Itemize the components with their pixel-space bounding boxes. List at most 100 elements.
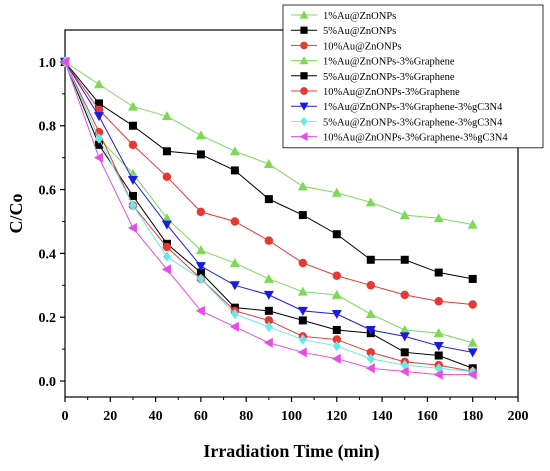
legend-entry: 1%Au@ZnONPs-3%Graphene bbox=[291, 56, 455, 68]
legend-marker bbox=[300, 72, 308, 80]
data-point bbox=[127, 175, 138, 185]
data-point bbox=[196, 273, 205, 285]
data-point bbox=[229, 281, 240, 291]
legend-label: 10%Au@ZnONPs-3%Graphene bbox=[323, 87, 460, 98]
data-point bbox=[434, 351, 443, 360]
legend-marker bbox=[299, 10, 309, 19]
legend-label: 10%Au@ZnONPs-3%Graphene-3%gC3N4 bbox=[323, 133, 508, 144]
data-point bbox=[298, 258, 308, 268]
x-tick-label: 140 bbox=[372, 409, 393, 424]
data-point bbox=[331, 353, 341, 364]
legend-marker bbox=[300, 26, 308, 34]
data-point bbox=[433, 328, 444, 338]
data-point bbox=[399, 332, 410, 342]
x-tick-label: 80 bbox=[239, 409, 253, 424]
data-point bbox=[162, 147, 171, 156]
data-point bbox=[128, 140, 138, 150]
data-point bbox=[263, 290, 274, 300]
data-point bbox=[195, 130, 206, 140]
x-tick-label: 40 bbox=[149, 409, 163, 424]
data-point bbox=[467, 369, 477, 380]
data-point bbox=[94, 140, 103, 149]
y-tick-label: 1.0 bbox=[39, 56, 57, 71]
data-point bbox=[468, 300, 477, 309]
data-point bbox=[467, 337, 478, 347]
data-point bbox=[128, 191, 137, 200]
x-axis: 0 20 40 60 80 100 120 140 160 180 200 bbox=[62, 397, 529, 424]
series-1 bbox=[60, 56, 478, 229]
data-point bbox=[195, 262, 206, 272]
data-point bbox=[332, 230, 341, 239]
data-point bbox=[264, 306, 273, 315]
x-tick-label: 120 bbox=[326, 409, 347, 424]
data-point bbox=[162, 242, 172, 252]
data-point bbox=[94, 133, 103, 144]
data-point bbox=[467, 348, 478, 358]
data-point bbox=[161, 220, 172, 230]
data-point bbox=[400, 290, 409, 300]
x-axis-title: Irradiation Time (min) bbox=[203, 441, 379, 462]
legend-marker bbox=[300, 116, 308, 127]
data-point bbox=[332, 335, 342, 344]
legend-marker bbox=[299, 102, 309, 111]
data-point bbox=[229, 321, 239, 332]
x-tick-label: 180 bbox=[462, 409, 483, 424]
data-point bbox=[366, 348, 376, 357]
data-point bbox=[297, 306, 308, 316]
data-point bbox=[263, 273, 274, 283]
legend-label: 1%Au@ZnONPs bbox=[323, 11, 396, 22]
legend-entry: 10%Au@ZnONPs-3%Graphene bbox=[291, 87, 460, 98]
x-tick-label: 200 bbox=[508, 409, 529, 424]
y-tick-label: 0.4 bbox=[39, 247, 57, 262]
data-point bbox=[263, 337, 273, 348]
data-point bbox=[365, 363, 375, 374]
legend-entry: 10%Au@ZnONPs-3%Graphene-3%gC3N4 bbox=[291, 132, 508, 144]
legend-label: 5%Au@ZnONPs bbox=[323, 26, 396, 37]
data-point bbox=[162, 251, 171, 262]
data-point bbox=[93, 112, 104, 122]
legend-label: 1%Au@ZnONPs-3%Graphene bbox=[323, 57, 455, 68]
legend-marker bbox=[299, 56, 309, 65]
legend-label: 5%Au@ZnONPs-3%Graphene-3%gC3N4 bbox=[323, 117, 503, 128]
data-point bbox=[161, 264, 171, 275]
legend-entry: 5%Au@ZnONPs bbox=[291, 26, 396, 37]
y-tick-label: 0.0 bbox=[39, 375, 57, 390]
legend-label: 5%Au@ZnONPs-3%Graphene bbox=[323, 72, 455, 83]
data-point bbox=[332, 340, 341, 352]
data-point bbox=[365, 197, 376, 207]
data-point bbox=[127, 101, 138, 111]
data-point bbox=[298, 211, 307, 220]
data-point bbox=[366, 353, 375, 364]
data-point bbox=[331, 289, 342, 299]
data-point bbox=[264, 321, 273, 333]
legend-marker bbox=[300, 41, 308, 50]
legend-box bbox=[282, 4, 544, 149]
data-point bbox=[297, 181, 308, 191]
legend-label: 1%Au@ZnONPs-3%Graphene-3%gC3N4 bbox=[323, 102, 503, 113]
data-point bbox=[332, 325, 341, 334]
data-point bbox=[399, 210, 410, 220]
data-point bbox=[161, 111, 172, 121]
data-point bbox=[196, 268, 205, 277]
data-point bbox=[298, 334, 307, 345]
legend-entry: 10%Au@ZnONPs bbox=[291, 41, 402, 52]
legend-entry: 5%Au@ZnONPs-3%Graphene-3%gC3N4 bbox=[291, 116, 503, 128]
y-axis: 0.0 0.2 0.4 0.6 0.8 1.0 bbox=[39, 56, 65, 390]
data-point bbox=[263, 159, 274, 169]
data-point bbox=[128, 200, 137, 211]
data-point bbox=[93, 152, 103, 163]
data-point bbox=[433, 341, 444, 351]
legend-entry: 1%Au@ZnONPs bbox=[291, 10, 396, 22]
data-point bbox=[196, 207, 206, 217]
x-tick-label: 20 bbox=[103, 409, 117, 424]
data-point bbox=[366, 255, 375, 264]
data-point bbox=[264, 236, 274, 245]
x-tick-label: 60 bbox=[194, 409, 208, 424]
data-point bbox=[399, 324, 410, 334]
y-axis-title: C/Co bbox=[6, 194, 26, 234]
legend-label: 10%Au@ZnONPs bbox=[323, 41, 402, 52]
data-point bbox=[196, 150, 205, 159]
data-point bbox=[60, 56, 69, 67]
data-point bbox=[128, 121, 137, 130]
data-point bbox=[162, 172, 172, 182]
